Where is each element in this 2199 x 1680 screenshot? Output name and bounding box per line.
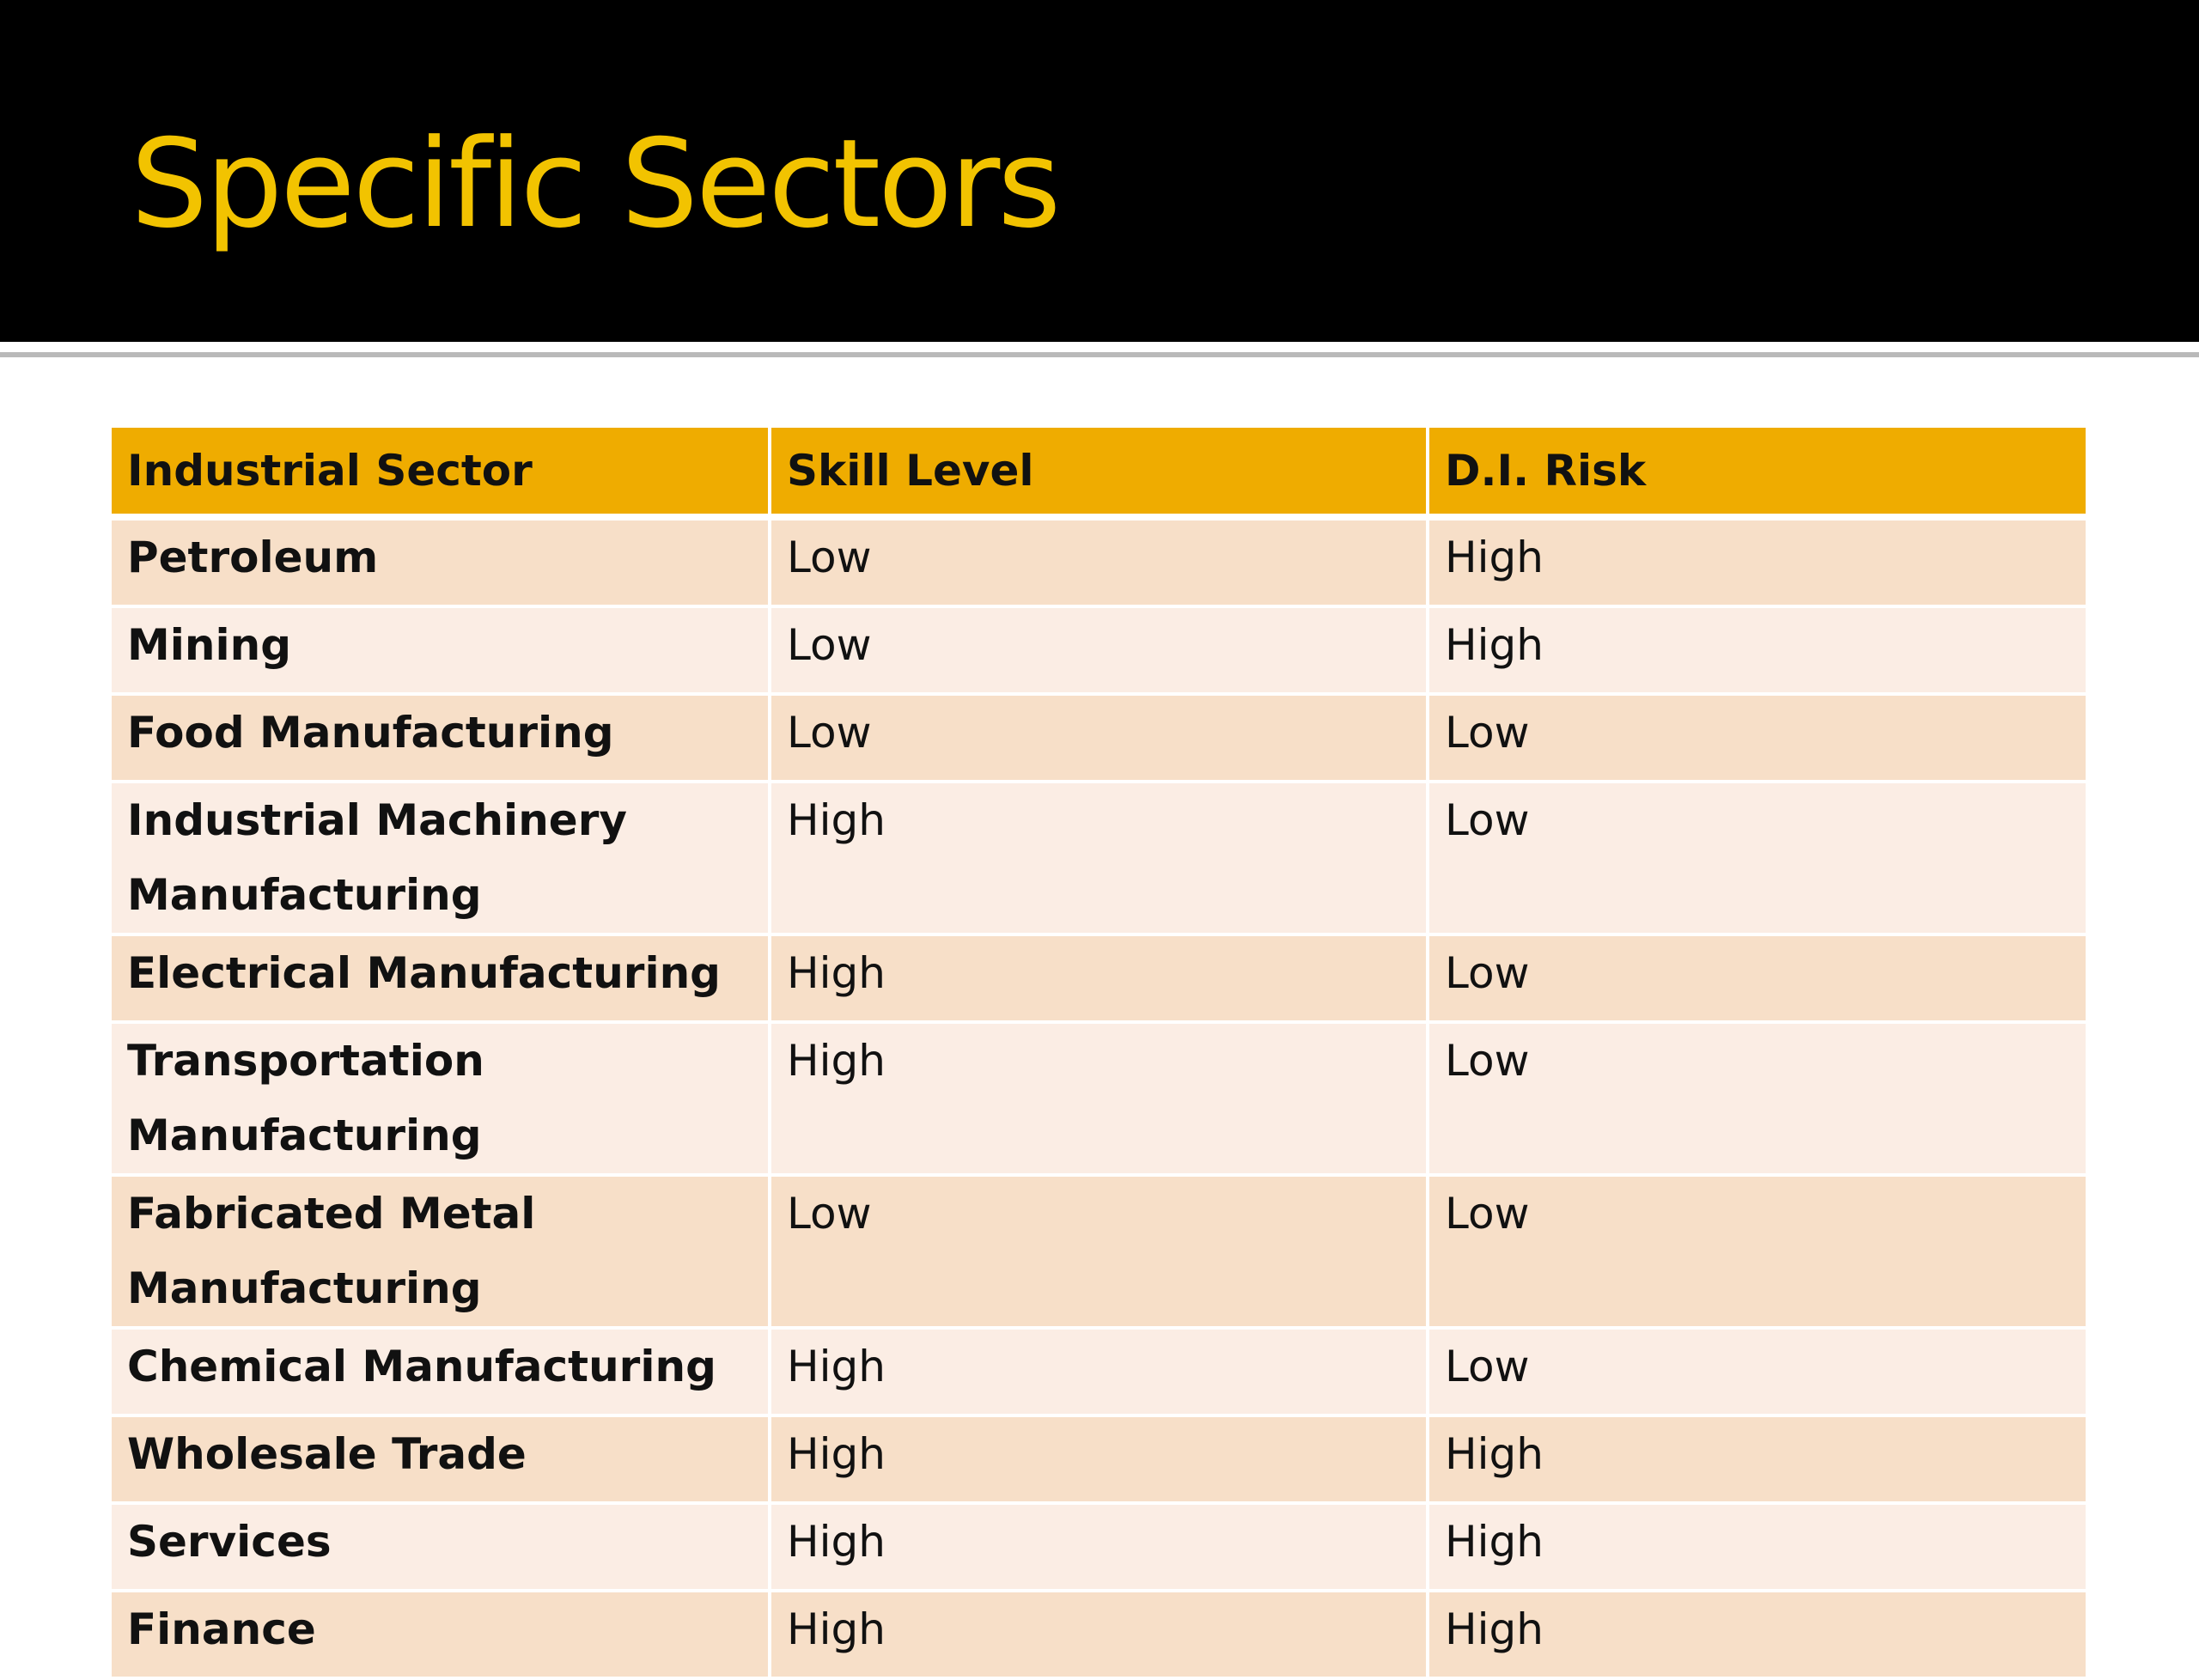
title-band: Specific Sectors — [0, 0, 2199, 342]
table-row: Services High High — [112, 1503, 2086, 1592]
table-row: Fabricated Metal Manufacturing Low Low — [112, 1175, 2086, 1330]
table-row: Transportation Manufacturing High Low — [112, 1022, 2086, 1177]
sector-cell: Wholesale Trade — [112, 1415, 771, 1505]
skill-level-cell: Low — [770, 1175, 1429, 1330]
skill-level-cell: Low — [770, 606, 1429, 696]
sector-cell: Electrical Manufacturing — [112, 934, 771, 1024]
sector-cell: Food Manufacturing — [112, 694, 771, 783]
di-risk-cell: Low — [1428, 934, 2086, 1024]
title-divider — [0, 352, 2199, 357]
di-risk-cell: Low — [1428, 1328, 2086, 1417]
di-risk-cell: High — [1428, 517, 2086, 608]
table-header-row: Industrial Sector Skill Level D.I. Risk — [112, 428, 2086, 520]
table-row: Industrial Machinery Manufacturing High … — [112, 782, 2086, 936]
di-risk-cell: Low — [1428, 782, 2086, 936]
sector-cell: Fabricated Metal Manufacturing — [112, 1175, 771, 1330]
table-row: Petroleum Low High — [112, 517, 2086, 608]
skill-level-cell: High — [770, 1328, 1429, 1417]
di-risk-cell: High — [1428, 606, 2086, 696]
skill-level-cell: High — [770, 1415, 1429, 1505]
sector-cell: Industrial Machinery Manufacturing — [112, 782, 771, 936]
table-row: Finance High High — [112, 1591, 2086, 1680]
sector-cell: Mining — [112, 606, 771, 696]
skill-level-cell: High — [770, 782, 1429, 936]
sector-cell: Finance — [112, 1591, 771, 1680]
di-risk-cell: High — [1428, 1503, 2086, 1592]
slide-title: Specific Sectors — [131, 113, 1061, 255]
header-industrial-sector: Industrial Sector — [112, 428, 771, 520]
sector-cell: Petroleum — [112, 517, 771, 608]
di-risk-cell: High — [1428, 1591, 2086, 1680]
skill-level-cell: High — [770, 1022, 1429, 1177]
table-row: Mining Low High — [112, 606, 2086, 696]
di-risk-cell: Low — [1428, 694, 2086, 783]
di-risk-cell: High — [1428, 1415, 2086, 1505]
sector-cell: Chemical Manufacturing — [112, 1328, 771, 1417]
sector-cell: Transportation Manufacturing — [112, 1022, 771, 1177]
di-risk-cell: Low — [1428, 1022, 2086, 1177]
skill-level-cell: Low — [770, 517, 1429, 608]
header-skill-level: Skill Level — [770, 428, 1429, 520]
sector-table: Industrial Sector Skill Level D.I. Risk … — [112, 428, 2086, 1680]
header-di-risk: D.I. Risk — [1428, 428, 2086, 520]
sector-cell: Services — [112, 1503, 771, 1592]
di-risk-cell: Low — [1428, 1175, 2086, 1330]
skill-level-cell: Low — [770, 694, 1429, 783]
skill-level-cell: High — [770, 934, 1429, 1024]
table-row: Electrical Manufacturing High Low — [112, 934, 2086, 1024]
skill-level-cell: High — [770, 1591, 1429, 1680]
skill-level-cell: High — [770, 1503, 1429, 1592]
table-row: Wholesale Trade High High — [112, 1415, 2086, 1505]
table-row: Chemical Manufacturing High Low — [112, 1328, 2086, 1417]
table-row: Food Manufacturing Low Low — [112, 694, 2086, 783]
